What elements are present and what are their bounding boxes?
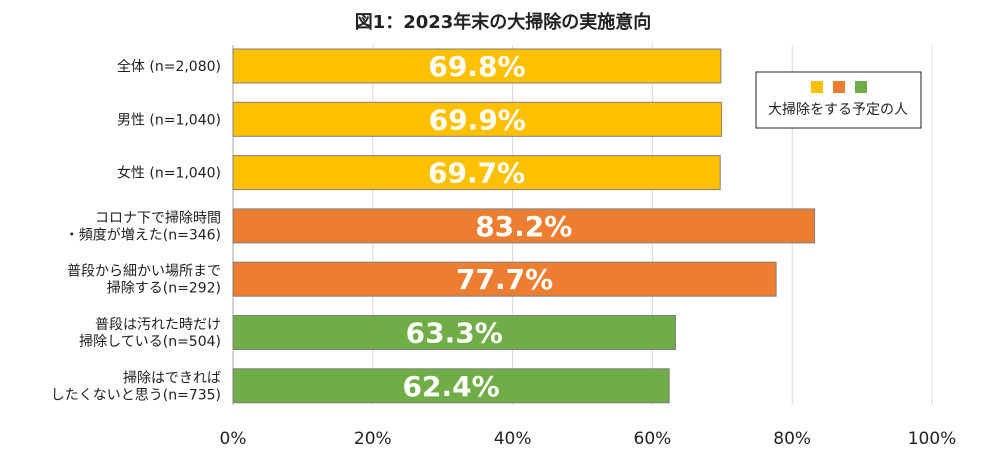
category-label: ・頻度が増えた(n=346) [65, 227, 221, 243]
bars: 69.8% 69.9% 69.7% 83.2% 77.7% 63.3% 62.4% [232, 48, 816, 404]
x-tick-label: 60% [634, 429, 672, 449]
x-tick-label: 20% [354, 429, 392, 449]
category-label: 掃除している(n=504) [79, 333, 221, 350]
x-tick-label: 80% [773, 429, 811, 449]
category-label: 全体 (n=2,080) [117, 58, 221, 75]
legend: 大掃除をする予定の人 [755, 71, 922, 129]
x-tick-label: 40% [494, 429, 532, 449]
category-label: 男性 (n=1,040) [117, 112, 221, 128]
legend-swatch [833, 81, 845, 93]
legend-box [755, 71, 922, 129]
category-label: したくないと思う(n=735) [51, 387, 221, 403]
x-tick-labels: 0% 20% 40% 60% 80% 100% [220, 429, 957, 449]
bar [232, 48, 722, 84]
data-label: 69.9% [429, 103, 526, 136]
chart-title: 図1：2023年末の大掃除の実施意向 [355, 11, 652, 33]
bar [232, 101, 723, 137]
bar [232, 368, 670, 404]
legend-label: 大掃除をする予定の人 [768, 101, 908, 118]
data-label: 69.7% [428, 157, 525, 190]
category-label: 掃除はできれば [123, 369, 221, 386]
category-label: 普段から細かい場所まで [67, 264, 221, 280]
legend-swatch [811, 81, 823, 93]
category-label: コロナ下で掃除時間 [95, 209, 221, 226]
data-label: 83.2% [475, 210, 572, 243]
bar [232, 155, 721, 191]
data-label: 63.3% [406, 317, 503, 350]
data-label: 77.7% [456, 263, 553, 296]
category-label: 掃除する(n=292) [107, 280, 221, 297]
category-label: 女性 (n=1,040) [117, 165, 221, 182]
data-label: 62.4% [403, 370, 500, 403]
bar [232, 261, 777, 297]
category-label: 普段は汚れた時だけ [95, 317, 221, 333]
data-label: 69.8% [428, 50, 525, 83]
legend-swatches [811, 81, 867, 93]
legend-swatch [855, 81, 867, 93]
category-labels: 全体 (n=2,080) 男性 (n=1,040) 女性 (n=1,040) コロナ下… [51, 58, 221, 403]
bar [232, 315, 676, 350]
bar [232, 208, 816, 244]
x-tick-label: 100% [908, 429, 957, 449]
x-tick-label: 0% [220, 429, 247, 449]
